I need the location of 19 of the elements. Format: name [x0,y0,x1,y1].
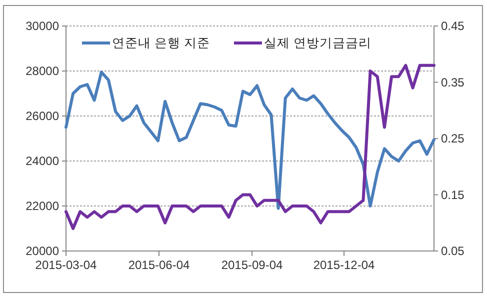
x-tick-label: 2015-03-04 [35,258,98,272]
y-tick-label: 26000 [26,109,60,123]
y2-tick-label: 0.15 [441,188,465,202]
legend-label: 연준내 은행 지준 [112,36,210,50]
y-tick-label: 22000 [26,199,60,213]
y2-tick-label: 0.35 [441,75,465,90]
legend-label: 실제 연방기금금리 [264,36,372,50]
y-tick-label: 28000 [26,64,60,78]
y-tick-label: 24000 [26,154,60,168]
line-series [64,64,436,230]
y2-tick-label: 0.45 [441,19,465,33]
y2-tick-label: 0.05 [441,244,465,258]
x-tick-label: 2015-09-04 [221,258,284,272]
x-tick-label: 2015-12-04 [313,258,376,272]
y-tick-label: 20000 [26,244,60,258]
y2-tick-label: 0.25 [441,132,465,146]
x-tick-label: 2015-06-04 [128,258,190,272]
y-tick-label: 30000 [26,19,60,33]
line-series [64,70,436,210]
